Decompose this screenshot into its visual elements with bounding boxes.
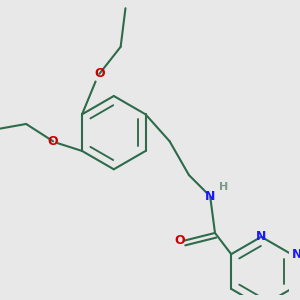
Text: H: H	[219, 182, 228, 192]
Text: O: O	[174, 234, 184, 247]
Text: N: N	[205, 190, 215, 203]
Text: N: N	[292, 248, 300, 261]
Text: O: O	[48, 135, 58, 148]
Text: O: O	[94, 67, 105, 80]
Text: N: N	[256, 230, 266, 243]
